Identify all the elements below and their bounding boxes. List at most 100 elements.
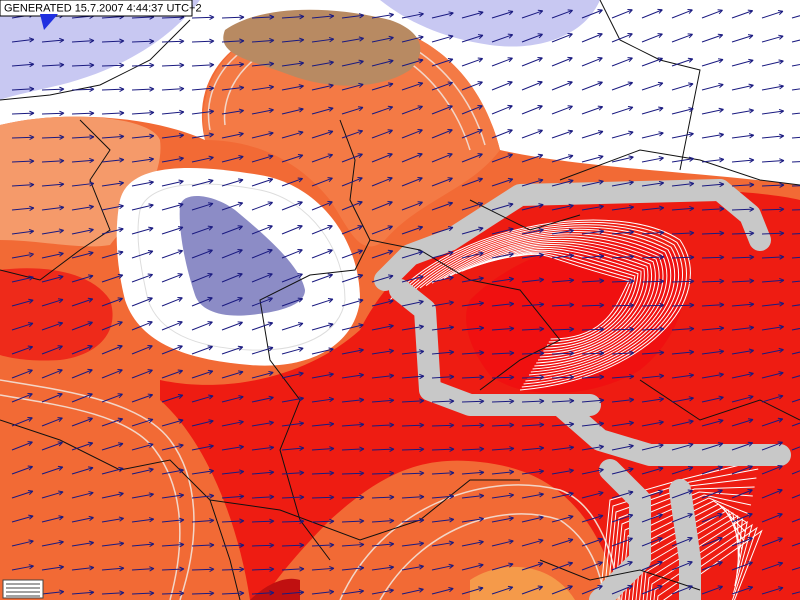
- wind-arrow: [341, 397, 365, 403]
- wind-arrow: [461, 104, 483, 115]
- wind-arrow: [791, 256, 800, 259]
- wind-arrow: [581, 585, 603, 595]
- wind-arrow: [311, 249, 333, 259]
- wind-arrow: [371, 373, 395, 379]
- wind-arrow: [101, 541, 125, 547]
- wind-arrow: [101, 110, 125, 116]
- wind-arrow: [281, 14, 305, 20]
- wind-arrow: [461, 422, 485, 428]
- wind-arrow: [671, 181, 695, 187]
- wind-arrow: [161, 443, 184, 451]
- wind-arrow: [791, 351, 800, 355]
- wind-arrow: [11, 514, 34, 523]
- wind-arrow: [731, 278, 755, 284]
- wind-arrow: [311, 298, 334, 307]
- wind-arrow: [581, 561, 603, 571]
- wind-arrow: [101, 417, 124, 427]
- wind-arrow: [701, 206, 725, 212]
- wind-arrow: [461, 81, 483, 91]
- wind-arrow: [221, 345, 244, 355]
- dark-red-zone: [250, 578, 300, 600]
- wind-arrow: [221, 297, 243, 307]
- wind-arrow: [731, 108, 754, 115]
- wind-arrow: [791, 422, 800, 427]
- border: [209, 479, 520, 541]
- wind-arrow: [251, 248, 273, 259]
- wind-arrow: [461, 350, 485, 356]
- wind-arrow: [251, 370, 274, 379]
- wind-arrow: [761, 108, 785, 115]
- wind-arrow: [461, 586, 484, 595]
- wind-arrow: [371, 299, 394, 307]
- wind-arrow: [671, 349, 695, 355]
- wind-arrow: [671, 466, 694, 475]
- contour: [0, 394, 181, 600]
- wind-arrow: [641, 302, 665, 308]
- wind-arrow: [191, 566, 215, 572]
- wind-arrow: [521, 203, 544, 211]
- wind-arrow: [461, 177, 484, 187]
- wind-arrow: [671, 9, 693, 19]
- wind-arrow: [491, 57, 513, 67]
- wind-arrow: [191, 468, 215, 475]
- wind-arrow: [11, 322, 34, 331]
- wind-arrow: [641, 560, 663, 571]
- wind-arrow: [221, 566, 245, 572]
- wind-arrow: [221, 38, 245, 44]
- wind-arrow: [251, 518, 275, 524]
- wind-arrow: [101, 297, 123, 307]
- wind-arrow: [101, 86, 125, 92]
- wind-arrow: [491, 398, 515, 404]
- wind-arrow: [101, 227, 124, 235]
- wind-arrow: [491, 516, 514, 523]
- wind-arrow: [341, 82, 364, 91]
- wind-arrow: [41, 181, 65, 188]
- wind-arrow: [101, 491, 124, 499]
- wind-arrow: [431, 517, 455, 523]
- wind-arrow: [41, 490, 64, 499]
- wind-arrow: [551, 491, 574, 499]
- wind-arrow: [581, 326, 605, 333]
- wind-arrow: [131, 203, 154, 211]
- wind-arrow: [641, 537, 663, 547]
- wind-arrow: [731, 254, 755, 260]
- contour: [0, 379, 195, 600]
- wind-arrow: [701, 9, 723, 19]
- wind-arrow: [401, 494, 425, 500]
- contour: [449, 242, 652, 361]
- wind-arrow: [701, 512, 723, 523]
- wind-arrow: [761, 417, 784, 427]
- wind-arrow: [371, 225, 393, 235]
- wind-arrow: [731, 206, 755, 212]
- wind-arrow: [131, 369, 153, 379]
- wind-arrow: [251, 590, 275, 596]
- wind-arrow: [311, 589, 335, 595]
- wind-arrow: [11, 182, 35, 188]
- wind-arrow: [491, 374, 515, 380]
- wind-arrow: [731, 371, 754, 379]
- wind-arrow: [311, 224, 333, 235]
- wind-arrow: [281, 542, 305, 548]
- wind-arrow: [731, 465, 753, 475]
- wind-arrow: [401, 201, 423, 211]
- wind-arrow: [461, 251, 484, 259]
- wind-arrow: [11, 392, 33, 403]
- wind-arrow: [761, 488, 783, 499]
- wind-arrow: [401, 564, 424, 571]
- wind-arrow: [281, 273, 303, 283]
- wind-arrow: [251, 494, 275, 500]
- wind-arrow: [131, 541, 155, 547]
- wind-arrow: [11, 345, 34, 355]
- wind-arrow: [191, 321, 213, 331]
- wind-arrow: [221, 395, 244, 403]
- wind-arrow: [341, 542, 365, 548]
- wind-arrow: [521, 105, 543, 115]
- wind-arrow: [131, 133, 155, 139]
- wind-arrow: [521, 562, 544, 571]
- wind-arrow: [191, 249, 213, 259]
- wind-arrow: [371, 397, 395, 404]
- wind-arrow: [671, 536, 693, 547]
- wind-arrow: [701, 418, 724, 427]
- wind-arrow: [371, 176, 393, 187]
- wind-arrow: [461, 57, 484, 67]
